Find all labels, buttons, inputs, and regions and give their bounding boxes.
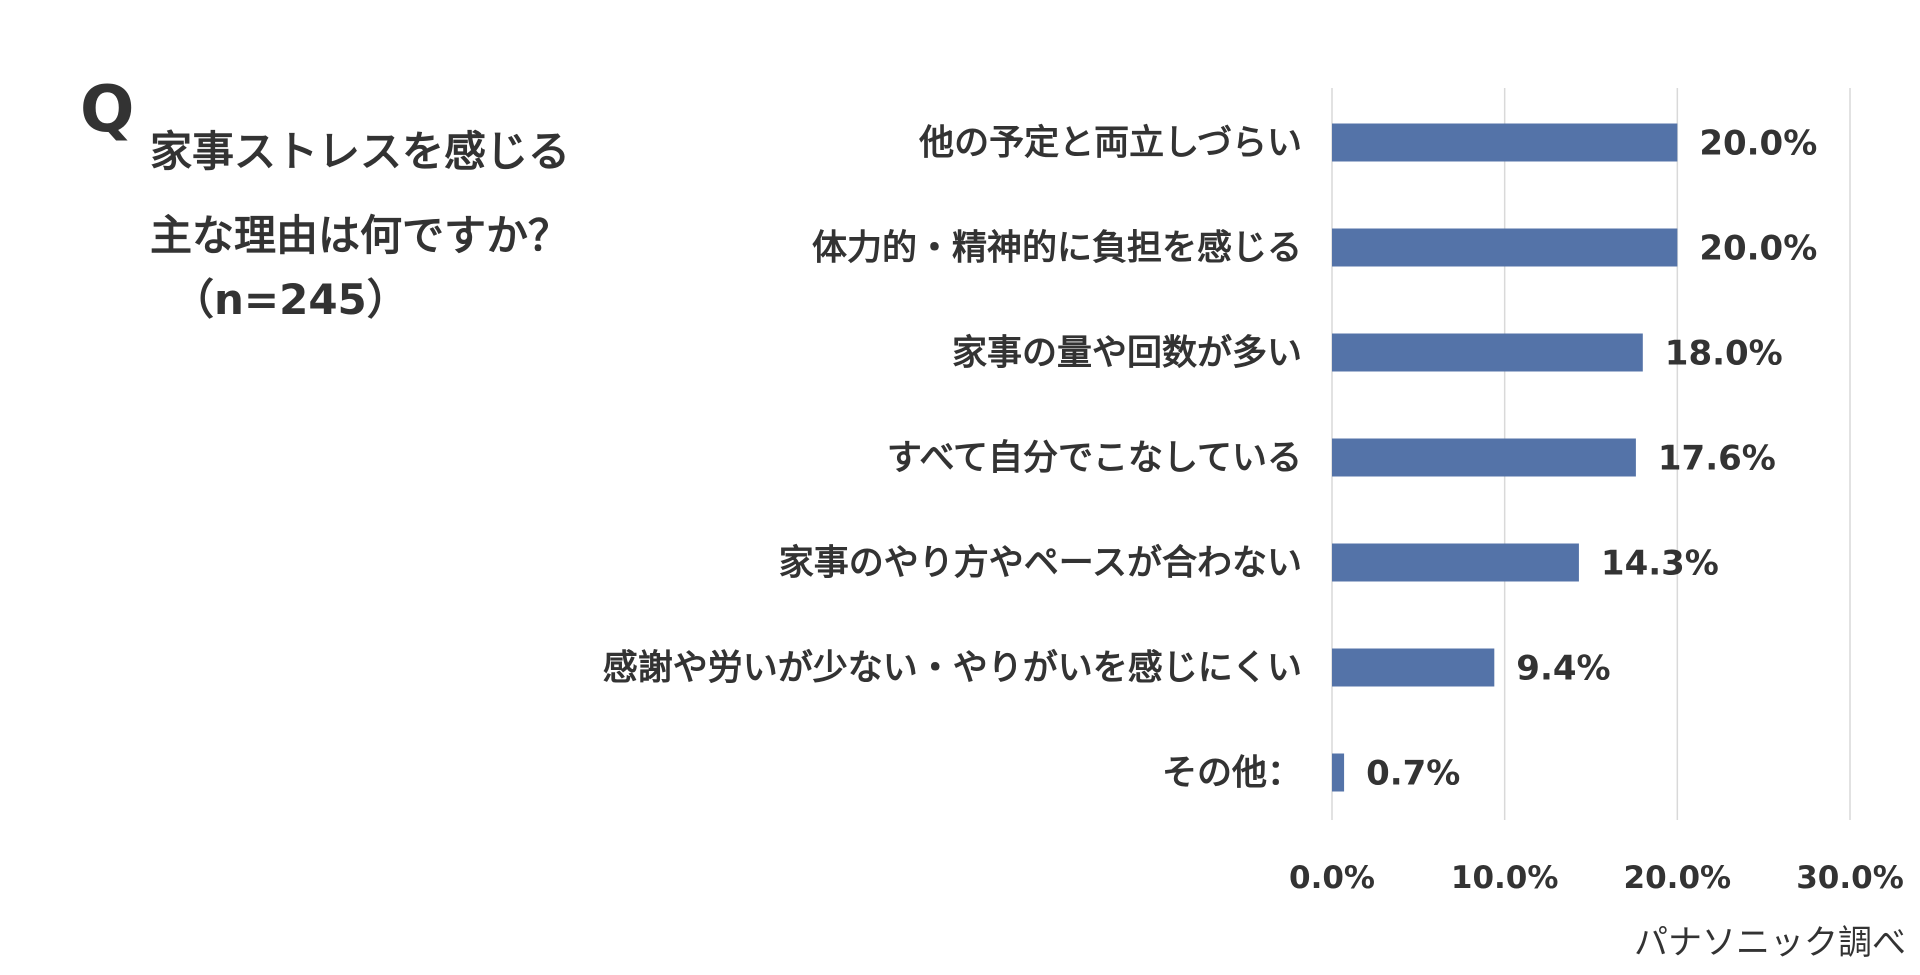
value-label: 0.7%	[1366, 754, 1460, 794]
title-line-1: 家事ストレスを感じる	[150, 127, 571, 176]
title-line-2: 主な理由は何ですか？	[150, 211, 571, 260]
value-label: 20.0%	[1699, 124, 1817, 164]
source-note: パナソニック調べ	[1634, 923, 1906, 963]
x-tick-label: 30.0%	[1796, 860, 1904, 896]
category-label: すべて自分でこなしている	[887, 439, 1302, 479]
x-axis-ticks: 0.0% 10.0% 20.0% 30.0%	[1289, 860, 1904, 896]
bar	[1332, 648, 1495, 687]
bar	[1332, 438, 1636, 477]
x-tick-label: 10.0%	[1451, 860, 1559, 896]
value-label: 18.0%	[1665, 334, 1783, 374]
chart-title: 家事ストレスを感じる 主な理由は何ですか？	[150, 110, 570, 278]
category-label: 体力的・精神的に負担を感じる	[812, 229, 1302, 269]
value-label: 20.0%	[1699, 229, 1817, 269]
bar	[1332, 333, 1643, 372]
question-mark: Q	[80, 73, 135, 147]
category-label: 家事の量や回数が多い	[952, 334, 1302, 374]
bar	[1332, 753, 1345, 792]
value-label: 17.6%	[1658, 439, 1776, 479]
x-tick-label: 20.0%	[1624, 860, 1732, 896]
bar	[1332, 123, 1678, 162]
x-tick-label: 0.0%	[1289, 860, 1375, 896]
category-label: 感謝や労いが少ない・やりがいを感じにくい	[603, 649, 1302, 689]
category-label: 他の予定と両立しづらい	[918, 124, 1302, 164]
value-label: 9.4%	[1516, 649, 1610, 689]
sample-size-note: （n=245）	[172, 275, 409, 324]
bar	[1332, 228, 1678, 267]
bar	[1332, 543, 1579, 582]
value-labels: 20.0% 20.0% 18.0% 17.6% 14.3% 9.4% 0.7%	[1366, 124, 1817, 794]
category-labels: 他の予定と両立しづらい体力的・精神的に負担を感じる家事の量や回数が多いすべて自分…	[603, 124, 1302, 794]
category-label: その他：	[1162, 754, 1302, 794]
bars	[1332, 123, 1678, 792]
value-label: 14.3%	[1601, 544, 1719, 584]
category-label: 家事のやり方やペースが合わない	[779, 544, 1302, 584]
